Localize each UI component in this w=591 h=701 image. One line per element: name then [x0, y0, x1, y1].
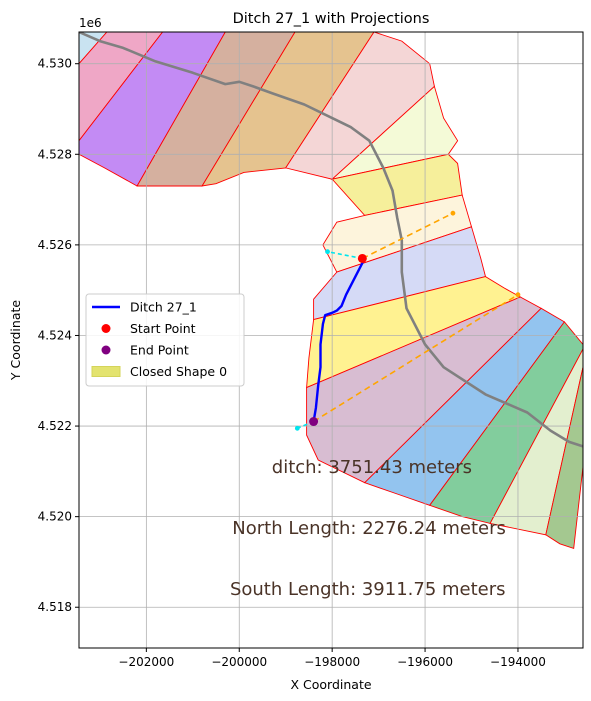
y-tick-label-3: 4.524 [38, 328, 72, 342]
projection-end-1 [515, 292, 521, 298]
legend: Ditch 27_1 Start Point End Point Closed Sha… [85, 293, 245, 387]
y-tick-label-2: 4.522 [38, 419, 72, 433]
closed-shape-3 [136, 32, 296, 187]
projection-end-0 [450, 210, 456, 216]
north-perpendicular-line [327, 250, 363, 260]
road-line [79, 32, 583, 448]
legend-swatch-1 [101, 324, 111, 333]
x-tick-label-4: −194000 [490, 655, 546, 669]
closed-shape-15 [545, 367, 583, 550]
x-axis-label: X Coordinate [290, 677, 371, 692]
south-projection-line [313, 294, 519, 423]
closed-shape-14 [489, 348, 583, 536]
perpendicular-end-0 [325, 249, 330, 255]
legend-label-0: Ditch 27_1 [130, 300, 197, 315]
legend-label-3: Closed Shape 0 [130, 364, 227, 379]
x-tick-label-3: −196000 [397, 655, 453, 669]
annotation-1: North Length: 2276.24 meters [232, 518, 506, 539]
y-axis-label: Y Coordinate [8, 300, 23, 381]
axis-ticks: −202000 −200000 −198000 −196000 −194000 4.518… [38, 57, 546, 669]
ditch-line [312, 257, 366, 422]
end-point [309, 417, 319, 427]
legend-swatch-2 [101, 345, 111, 355]
annotation-2: South Length: 3911.75 meters [230, 579, 506, 600]
closed-shape-7 [331, 153, 463, 216]
y-tick-label-5: 4.528 [38, 147, 72, 161]
data-lines [79, 32, 583, 448]
perpendicular-end-1 [294, 425, 300, 431]
y-tick-label-6: 4.530 [38, 57, 72, 71]
start-point [357, 253, 367, 263]
axes-frame [78, 31, 584, 649]
north-projection-line [362, 212, 454, 260]
annotations: ditch: 3751.43 meters North Length: 2276.… [230, 457, 506, 600]
y-tick-label-0: 4.518 [38, 600, 72, 614]
grid-lines [79, 32, 583, 648]
legend-label-2: End Point [130, 343, 189, 358]
chart-title: Ditch 27_1 with Projections [233, 11, 430, 27]
y-tick-label-4: 4.526 [38, 238, 72, 252]
closed-shapes [79, 32, 583, 550]
legend-label-1: Start Point [130, 321, 196, 336]
x-tick-label-0: −202000 [118, 655, 174, 669]
y-offset-label: 1e6 [79, 16, 102, 30]
legend-box [85, 293, 245, 387]
plot-area [79, 32, 583, 648]
x-tick-label-1: −200000 [211, 655, 267, 669]
annotation-0: ditch: 3751.43 meters [272, 457, 472, 478]
y-tick-label-1: 4.520 [38, 510, 72, 524]
legend-swatch-3 [91, 366, 121, 377]
x-tick-label-2: −198000 [304, 655, 360, 669]
